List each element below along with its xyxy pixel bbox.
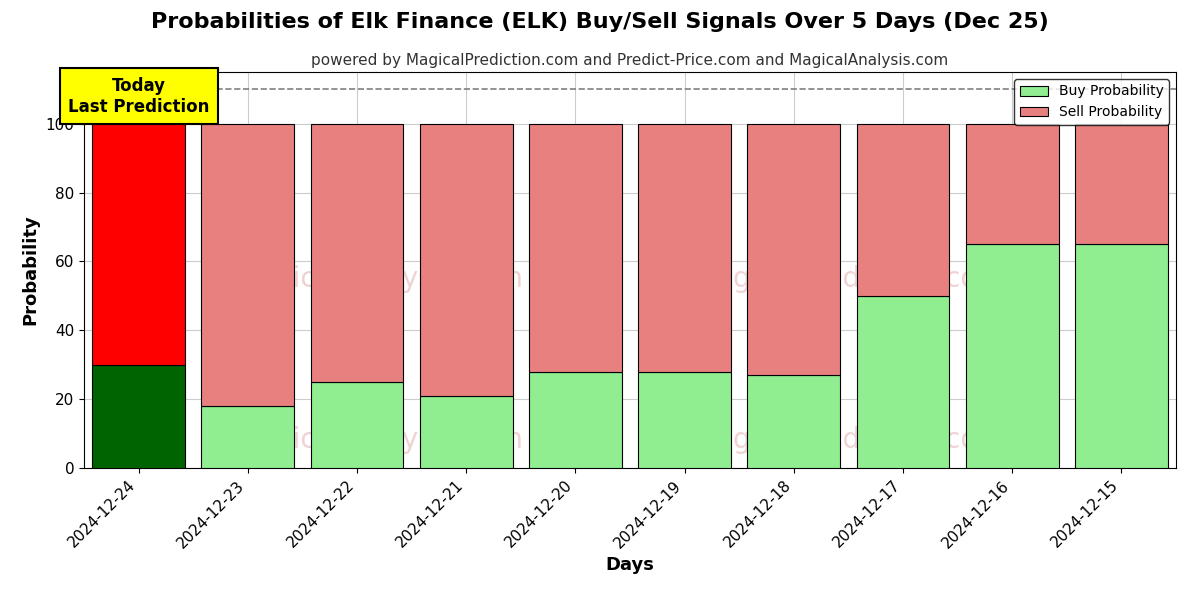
Text: MagicalPrediction.com: MagicalPrediction.com [692, 427, 1004, 454]
Bar [966, 244, 1058, 468]
X-axis label: Days: Days [606, 556, 654, 574]
Bar [966, 124, 1058, 244]
Bar [748, 124, 840, 375]
Legend: Buy Probability, Sell Probability: Buy Probability, Sell Probability [1014, 79, 1169, 125]
Bar [638, 371, 731, 468]
Bar [857, 124, 949, 296]
Bar [311, 382, 403, 468]
Bar [420, 124, 512, 395]
Bar [420, 395, 512, 468]
Title: powered by MagicalPrediction.com and Predict-Price.com and MagicalAnalysis.com: powered by MagicalPrediction.com and Pre… [311, 53, 949, 68]
Text: Probabilities of Elk Finance (ELK) Buy/Sell Signals Over 5 Days (Dec 25): Probabilities of Elk Finance (ELK) Buy/S… [151, 12, 1049, 32]
Bar [1075, 124, 1168, 244]
Bar [529, 124, 622, 371]
Bar [311, 124, 403, 382]
Bar [202, 406, 294, 468]
Text: MagicalAnalysis.com: MagicalAnalysis.com [234, 265, 523, 293]
Bar [1075, 244, 1168, 468]
Text: MagicalPrediction.com: MagicalPrediction.com [692, 265, 1004, 293]
Bar [748, 375, 840, 468]
Y-axis label: Probability: Probability [22, 215, 40, 325]
Bar [638, 124, 731, 371]
Bar [92, 124, 185, 365]
Text: Today
Last Prediction: Today Last Prediction [68, 77, 209, 116]
Bar [92, 365, 185, 468]
Bar [202, 124, 294, 406]
Text: MagicalAnalysis.com: MagicalAnalysis.com [234, 427, 523, 454]
Bar [857, 296, 949, 468]
Bar [529, 371, 622, 468]
